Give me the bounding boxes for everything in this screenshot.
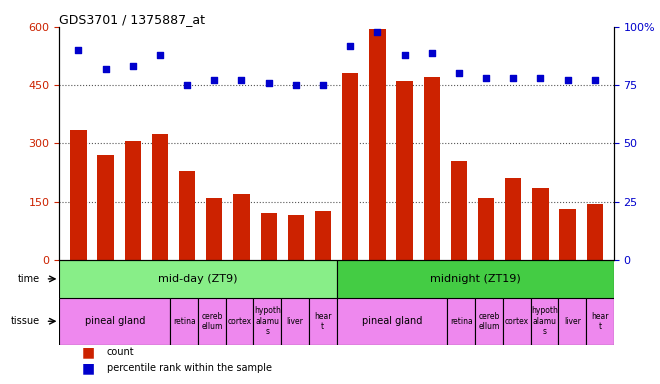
Text: ■: ■ — [82, 346, 94, 359]
Point — [589, 78, 600, 84]
Bar — [560, 209, 576, 260]
Point — [182, 82, 193, 88]
Text: liver: liver — [286, 317, 304, 326]
FancyBboxPatch shape — [309, 298, 337, 344]
Point — [236, 78, 247, 84]
Text: percentile rank within the sample: percentile rank within the sample — [106, 363, 271, 373]
FancyBboxPatch shape — [531, 298, 558, 344]
FancyBboxPatch shape — [586, 298, 614, 344]
Bar — [424, 77, 440, 260]
Bar — [478, 198, 494, 260]
Text: cortex: cortex — [505, 317, 529, 326]
Text: hear
t: hear t — [591, 311, 609, 331]
Text: mid-day (ZT9): mid-day (ZT9) — [158, 274, 238, 284]
FancyBboxPatch shape — [447, 298, 475, 344]
Text: liver: liver — [564, 317, 581, 326]
Point — [209, 78, 220, 84]
Bar — [261, 213, 277, 260]
Point — [100, 66, 111, 72]
Point — [263, 80, 274, 86]
Bar — [342, 73, 358, 260]
Bar — [369, 29, 385, 260]
Text: tissue: tissue — [11, 316, 40, 326]
Text: hear
t: hear t — [314, 311, 331, 331]
Point — [480, 75, 491, 81]
Bar — [70, 130, 86, 260]
Point — [73, 47, 84, 53]
FancyBboxPatch shape — [558, 298, 586, 344]
FancyBboxPatch shape — [59, 260, 337, 298]
Bar — [152, 134, 168, 260]
Text: cereb
ellum: cereb ellum — [201, 311, 222, 331]
Bar — [98, 155, 114, 260]
Text: GDS3701 / 1375887_at: GDS3701 / 1375887_at — [59, 13, 205, 26]
Bar — [505, 178, 521, 260]
Bar — [532, 188, 548, 260]
Bar — [206, 198, 222, 260]
Text: ■: ■ — [82, 361, 94, 376]
Text: pineal gland: pineal gland — [84, 316, 145, 326]
Point — [345, 43, 356, 49]
Bar — [315, 211, 331, 260]
Text: time: time — [18, 274, 40, 284]
Point — [127, 63, 138, 70]
FancyBboxPatch shape — [337, 260, 614, 298]
FancyBboxPatch shape — [170, 298, 198, 344]
Point — [317, 82, 328, 88]
FancyBboxPatch shape — [198, 298, 226, 344]
FancyBboxPatch shape — [337, 298, 447, 344]
Bar — [125, 141, 141, 260]
Bar — [397, 81, 412, 260]
Bar — [451, 161, 467, 260]
Point — [426, 50, 437, 56]
Text: count: count — [106, 348, 134, 358]
Text: midnight (ZT19): midnight (ZT19) — [430, 274, 521, 284]
Bar — [587, 204, 603, 260]
FancyBboxPatch shape — [59, 298, 170, 344]
Bar — [179, 170, 195, 260]
Point — [290, 82, 301, 88]
FancyBboxPatch shape — [503, 298, 531, 344]
Text: cereb
ellum: cereb ellum — [478, 311, 500, 331]
Text: pineal gland: pineal gland — [362, 316, 422, 326]
Text: retina: retina — [450, 317, 473, 326]
Point — [562, 78, 573, 84]
Point — [372, 28, 383, 35]
FancyBboxPatch shape — [226, 298, 253, 344]
Point — [453, 70, 464, 76]
FancyBboxPatch shape — [253, 298, 281, 344]
Text: cortex: cortex — [228, 317, 251, 326]
Bar — [288, 215, 304, 260]
FancyBboxPatch shape — [475, 298, 503, 344]
Text: retina: retina — [173, 317, 195, 326]
Point — [508, 75, 519, 81]
Point — [154, 52, 165, 58]
Point — [535, 75, 546, 81]
Point — [399, 52, 410, 58]
Text: hypoth
alamu
s: hypoth alamu s — [531, 306, 558, 336]
FancyBboxPatch shape — [281, 298, 309, 344]
Text: hypoth
alamu
s: hypoth alamu s — [254, 306, 280, 336]
Bar — [234, 194, 249, 260]
